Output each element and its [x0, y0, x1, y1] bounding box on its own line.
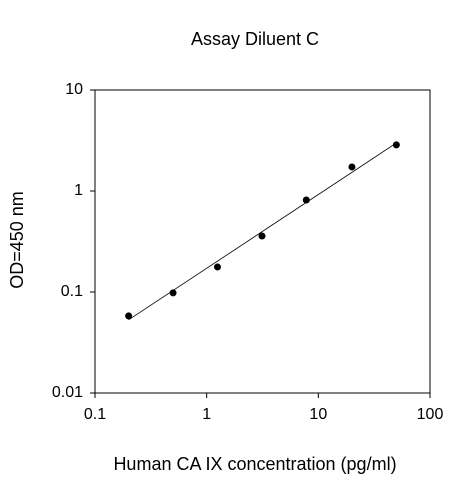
y-tick-label: 0.1: [61, 283, 83, 300]
y-tick-label: 0.01: [52, 384, 83, 401]
y-tick-label: 1: [74, 182, 83, 199]
data-point: [392, 141, 400, 149]
x-tick-label: 100: [417, 406, 444, 423]
x-tick-label: 1: [202, 406, 211, 423]
data-point: [258, 232, 266, 240]
plot-frame: [94, 89, 431, 394]
chart-title: Assay Diluent C: [191, 29, 319, 49]
y-axis-label: OD=450 nm: [7, 191, 27, 289]
y-tick-label: 10: [65, 81, 83, 98]
x-tick-label: 10: [309, 406, 327, 423]
x-tick-label: 0.1: [84, 406, 106, 423]
data-point: [169, 289, 177, 297]
x-axis-label: Human CA IX concentration (pg/ml): [113, 454, 396, 474]
data-point: [348, 163, 356, 171]
data-point: [125, 312, 133, 320]
data-point: [213, 263, 221, 271]
fit-line: [128, 142, 397, 321]
